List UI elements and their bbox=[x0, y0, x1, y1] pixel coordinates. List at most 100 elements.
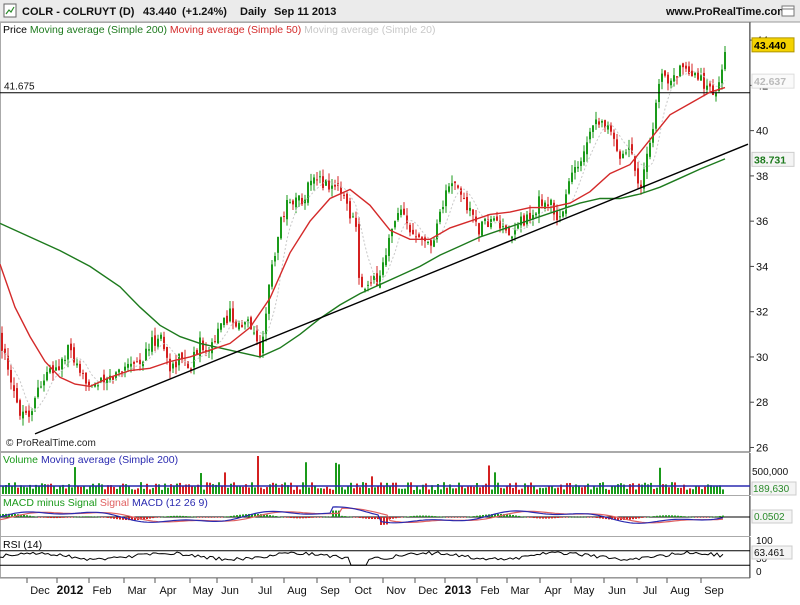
price-bar bbox=[538, 190, 540, 224]
price-bar bbox=[466, 190, 468, 214]
site-label[interactable]: www.ProRealTime.com bbox=[665, 6, 787, 18]
price-bar bbox=[340, 181, 342, 202]
volume-bar bbox=[335, 462, 337, 494]
price-bar-body bbox=[142, 361, 144, 367]
macd-histogram-bar bbox=[251, 513, 253, 517]
price-bar bbox=[589, 127, 591, 144]
volume-bar bbox=[233, 482, 235, 494]
macd-histogram-bar bbox=[44, 517, 46, 518]
time-tick-label: Nov bbox=[386, 585, 406, 597]
price-bar-body bbox=[553, 202, 555, 215]
price-bar bbox=[526, 211, 528, 228]
price-bar bbox=[337, 176, 339, 191]
volume-bar bbox=[5, 485, 7, 494]
price-bar-body bbox=[10, 369, 12, 383]
price-bar bbox=[37, 379, 39, 399]
price-bar bbox=[679, 64, 681, 78]
volume-bar bbox=[356, 483, 358, 494]
last-price: 43.440 bbox=[143, 6, 177, 18]
volume-bar bbox=[146, 483, 148, 494]
price-bar-body bbox=[304, 199, 306, 204]
macd-histogram-bar bbox=[518, 515, 520, 517]
price-bar-body bbox=[70, 343, 72, 351]
volume-bar bbox=[389, 486, 391, 494]
price-bar bbox=[67, 344, 69, 368]
volume-bar bbox=[293, 489, 295, 494]
price-bar-body bbox=[679, 65, 681, 77]
volume-bar bbox=[425, 483, 427, 494]
macd-histogram-bar bbox=[362, 517, 364, 519]
macd-histogram-bar bbox=[599, 517, 601, 519]
price-bar-body bbox=[529, 212, 531, 220]
volume-bar bbox=[353, 488, 355, 494]
price-bar bbox=[586, 136, 588, 162]
price-tick-label: 36 bbox=[756, 216, 768, 228]
time-tick-label: Dec bbox=[30, 585, 50, 597]
price-bar bbox=[220, 323, 222, 333]
volume-bar bbox=[20, 485, 22, 494]
volume-bar bbox=[407, 482, 409, 494]
price-bar-body bbox=[685, 65, 687, 69]
volume-bar bbox=[299, 489, 301, 494]
macd-histogram-bar bbox=[710, 516, 712, 518]
volume-bar bbox=[686, 489, 688, 494]
volume-bar bbox=[653, 488, 655, 494]
price-bar bbox=[397, 207, 399, 222]
legend-entry: Volume bbox=[3, 454, 38, 466]
macd-histogram-bar bbox=[134, 517, 136, 521]
macd-histogram-bar bbox=[377, 517, 379, 520]
price-bar bbox=[346, 192, 348, 211]
price-bar bbox=[232, 301, 234, 330]
price-bar-body bbox=[145, 348, 147, 361]
price-bar bbox=[328, 173, 330, 193]
price-bar bbox=[136, 357, 138, 363]
volume-bar bbox=[683, 484, 685, 494]
volume-bar bbox=[35, 484, 37, 494]
macd-histogram-bar bbox=[716, 516, 718, 517]
price-bar-body bbox=[562, 211, 564, 217]
volume-bar bbox=[17, 487, 19, 494]
window-icon[interactable] bbox=[781, 5, 795, 17]
price-bar-body bbox=[622, 153, 624, 159]
price-badge-label: 38.731 bbox=[754, 154, 786, 166]
legend-entry: Moving average (Simple 50) bbox=[167, 24, 301, 36]
volume-bar bbox=[326, 486, 328, 494]
price-bar bbox=[331, 178, 333, 197]
legend-entry: MACD (12 26 9) bbox=[129, 497, 208, 509]
price-bar bbox=[94, 382, 96, 388]
price-bar-body bbox=[148, 349, 150, 351]
price-bar-body bbox=[490, 219, 492, 228]
price-bar bbox=[412, 222, 414, 235]
macd-histogram-bar bbox=[347, 516, 349, 517]
price-bar bbox=[301, 193, 303, 206]
price-bar bbox=[73, 343, 75, 366]
price-bar bbox=[460, 186, 462, 202]
price-bar-body bbox=[718, 82, 720, 91]
price-bar bbox=[493, 215, 495, 222]
macd-histogram-bar bbox=[86, 516, 88, 517]
macd-histogram-bar bbox=[491, 514, 493, 517]
price-bar-body bbox=[634, 156, 636, 171]
volume-bar bbox=[290, 482, 292, 494]
volume-bar bbox=[482, 485, 484, 494]
volume-bar bbox=[623, 484, 625, 494]
price-bar-body bbox=[295, 197, 297, 208]
price-bar-body bbox=[709, 83, 711, 87]
macd-histogram-bar bbox=[437, 516, 439, 517]
price-bar-body bbox=[151, 337, 153, 352]
price-bar bbox=[1, 326, 3, 359]
price-bar-body bbox=[655, 102, 657, 129]
volume-bar bbox=[590, 489, 592, 494]
price-bar-body bbox=[19, 400, 21, 416]
price-bar bbox=[139, 353, 141, 371]
price-bar bbox=[463, 192, 465, 200]
macd-histogram-bar bbox=[326, 516, 328, 518]
macd-histogram-bar bbox=[146, 517, 148, 519]
price-bar bbox=[298, 195, 300, 207]
price-bar bbox=[31, 407, 33, 422]
price-bar-body bbox=[502, 226, 504, 228]
price-bar-body bbox=[637, 168, 639, 184]
period-label: Daily bbox=[240, 6, 267, 18]
volume-bar bbox=[113, 487, 115, 494]
volume-bar bbox=[476, 483, 478, 494]
